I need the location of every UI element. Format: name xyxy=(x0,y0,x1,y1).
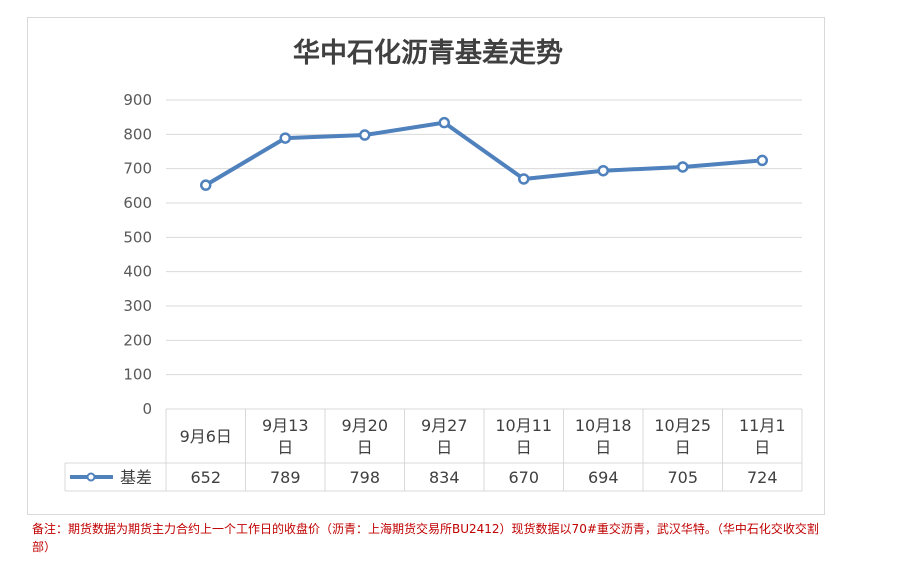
chart-frame: 华中石化沥青基差走势 0 100 200 300 400 500 600 700 800 900 … xyxy=(27,17,825,515)
y-tick-label: 400 xyxy=(123,263,152,281)
legend-label: 基差 xyxy=(120,468,152,487)
footnote: 备注：期货数据为期货主力合约上一个工作日的收盘价（沥青：上海期货交易所BU241… xyxy=(32,522,819,554)
legend-marker-key xyxy=(86,472,96,482)
x-category-label: 9月13 日 xyxy=(262,416,309,457)
y-tick-label: 500 xyxy=(123,228,152,246)
y-tick-label: 200 xyxy=(123,331,152,349)
data-table-value: 798 xyxy=(349,468,380,487)
y-tick-label: 0 xyxy=(142,400,152,418)
data-point xyxy=(200,179,212,191)
data-table-value: 724 xyxy=(747,468,778,487)
series-line xyxy=(203,120,765,188)
data-table-value: 652 xyxy=(190,468,221,487)
data-point xyxy=(677,161,689,173)
data-table-value: 705 xyxy=(667,468,698,487)
x-category-label: 9月27 日 xyxy=(421,416,468,457)
grid-layer xyxy=(166,99,802,376)
data-point xyxy=(597,164,609,177)
y-tick-label: 300 xyxy=(123,297,152,315)
y-axis-ticks: 0 100 200 300 400 500 600 700 800 900 xyxy=(123,91,152,418)
x-category-label: 9月6日 xyxy=(180,427,232,446)
data-point xyxy=(756,154,768,167)
x-category-label: 11月1 日 xyxy=(739,416,786,457)
data-point xyxy=(279,132,291,144)
y-tick-label: 900 xyxy=(123,91,152,109)
data-table-value: 694 xyxy=(588,468,619,487)
data-point xyxy=(518,173,530,185)
data-table: 9月6日 9月13 日 9月20 日 9月27 日 10月11 日 10月18 日 10月25 日 11月… xyxy=(64,408,803,492)
data-table-value: 670 xyxy=(508,468,539,487)
y-tick-label: 600 xyxy=(123,194,152,212)
y-tick-label: 800 xyxy=(123,125,152,143)
chart-svg: 华中石化沥青基差走势 0100200300400500600700800900 … xyxy=(64,37,803,492)
data-table-value: 789 xyxy=(270,468,301,487)
y-tick-label: 700 xyxy=(123,160,152,178)
x-category-label: 10月18 日 xyxy=(575,416,632,457)
x-category-label: 10月25 日 xyxy=(654,416,711,457)
chart-title: 华中石化沥青基差走势 xyxy=(293,37,563,69)
data-point xyxy=(359,129,371,141)
data-point xyxy=(438,116,450,129)
x-category-label: 10月11 日 xyxy=(495,416,552,457)
y-tick-label: 100 xyxy=(123,366,152,384)
x-category-label: 9月20 日 xyxy=(341,416,388,457)
series-layer xyxy=(200,116,768,191)
data-table-value: 834 xyxy=(429,468,460,487)
